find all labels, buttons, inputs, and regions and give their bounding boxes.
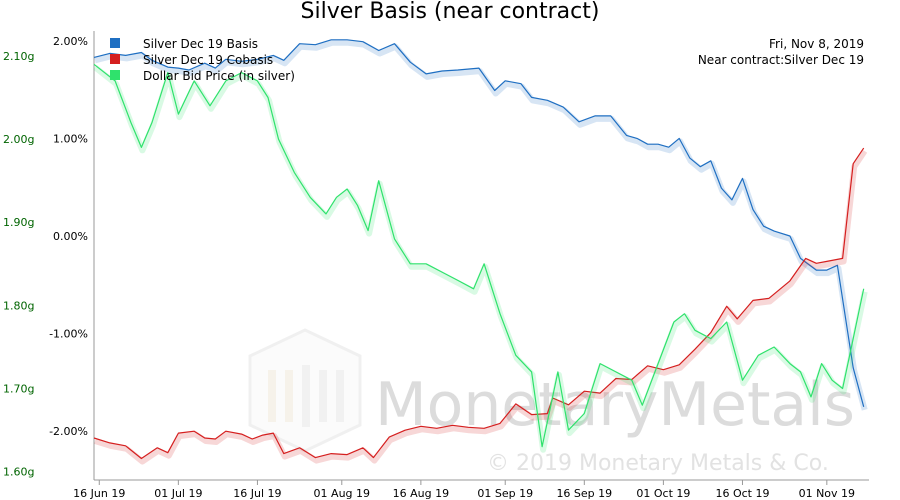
x-tick-label: 01 Oct 19 bbox=[636, 487, 690, 500]
right-tick-label: 2.00g bbox=[3, 133, 34, 146]
watermark-text: MonetaryMetals bbox=[375, 370, 855, 440]
legend: Silver Dec 19 Basis Silver Dec 19 Cobasi… bbox=[110, 37, 295, 83]
x-tick-label: 16 Sep 19 bbox=[556, 487, 612, 500]
left-tick-label: 0.00% bbox=[53, 230, 88, 243]
right-tick-label: 1.90g bbox=[3, 216, 34, 229]
x-tick-label: 16 Oct 19 bbox=[715, 487, 769, 500]
left-tick-label: -1.00% bbox=[49, 328, 88, 341]
right-tick-label: 1.60g bbox=[3, 466, 34, 479]
right-tick-label: 1.80g bbox=[3, 299, 34, 312]
series-layer bbox=[93, 39, 868, 465]
right-tick-label: 2.10g bbox=[3, 50, 34, 63]
x-tick-label: 16 Jul 19 bbox=[233, 487, 281, 500]
legend-swatch-basis bbox=[110, 38, 120, 48]
x-tick-label: 16 Aug 19 bbox=[393, 487, 449, 500]
legend-label-cobasis: Silver Dec 19 Cobasis bbox=[143, 53, 273, 67]
series-line-cobasis-shadow bbox=[94, 149, 868, 465]
info-date: Fri, Nov 8, 2019 bbox=[769, 37, 864, 51]
right-axis-ticks: 2.10g 2.00g 1.90g 1.80g 1.70g 1.60g bbox=[3, 50, 34, 479]
series-line-basis bbox=[93, 39, 865, 407]
left-axis-ticks: 2.00% 1.00% 0.00% -1.00% -2.00% bbox=[49, 35, 88, 438]
x-axis-ticks: 16 Jun 19 01 Jul 19 16 Jul 19 01 Aug 19 16 A… bbox=[73, 480, 855, 500]
left-tick-label: -2.00% bbox=[49, 425, 88, 438]
right-tick-label: 1.70g bbox=[3, 383, 34, 396]
legend-swatch-dollar bbox=[110, 70, 120, 80]
legend-swatch-cobasis bbox=[110, 54, 120, 64]
left-tick-label: 1.00% bbox=[53, 132, 88, 145]
x-tick-label: 01 Jul 19 bbox=[154, 487, 202, 500]
info-near-contract: Near contract:Silver Dec 19 bbox=[698, 53, 864, 67]
x-tick-label: 01 Nov 19 bbox=[799, 487, 855, 500]
x-tick-label: 16 Jun 19 bbox=[73, 487, 125, 500]
copyright-text: © 2019 Monetary Metals & Co. bbox=[487, 451, 829, 476]
chart-title: Silver Basis (near contract) bbox=[301, 0, 600, 24]
x-tick-label: 01 Sep 19 bbox=[477, 487, 533, 500]
legend-label-basis: Silver Dec 19 Basis bbox=[143, 37, 258, 51]
x-tick-label: 01 Aug 19 bbox=[314, 487, 370, 500]
series-line-dollar bbox=[93, 63, 865, 448]
series-line-cobasis bbox=[93, 147, 865, 460]
left-tick-label: 2.00% bbox=[53, 35, 88, 48]
legend-label-dollar: Dollar Bid Price (in silver) bbox=[143, 69, 295, 83]
watermark-logo-icon bbox=[248, 328, 362, 453]
